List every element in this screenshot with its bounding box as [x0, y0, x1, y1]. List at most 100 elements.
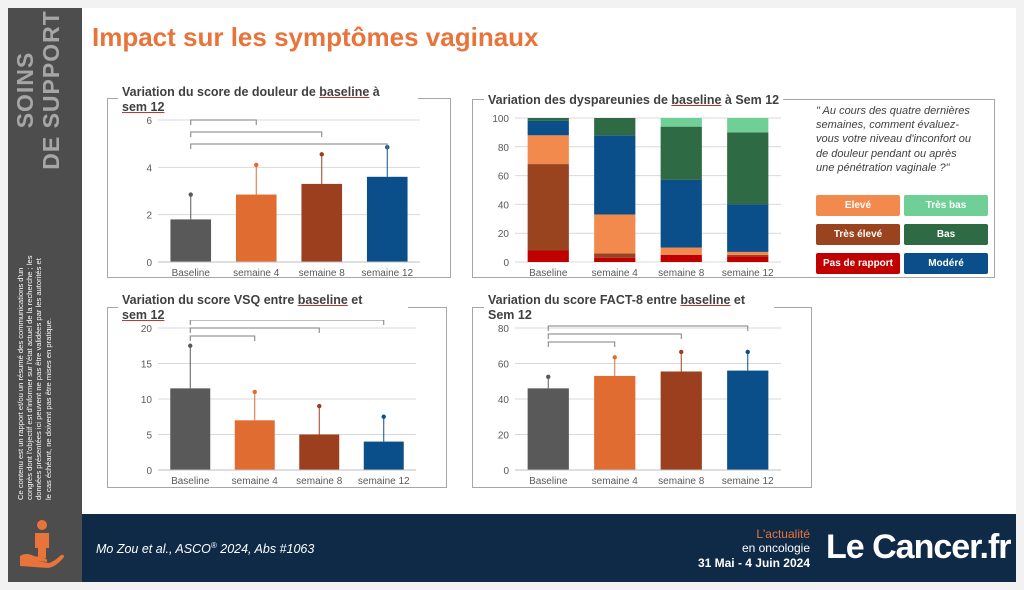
significance-bracket: [189, 320, 385, 325]
y-tick-label: 15: [141, 360, 153, 371]
footer-line1: L'actualité: [756, 527, 810, 541]
stacked-bar-segment: [527, 135, 569, 165]
title-part: baseline: [297, 293, 348, 307]
stacked-bar-segment: [660, 254, 702, 262]
bar: [660, 371, 702, 470]
error-cap: [254, 162, 259, 168]
title-part: baseline: [319, 85, 370, 99]
y-tick-label: 2: [146, 211, 152, 222]
citation: Mo Zou et al., ASCO® 2024, Abs #1063: [96, 541, 314, 556]
legend-item: Elevé: [816, 195, 900, 216]
footer-dates: 31 Mai - 4 Juin 2024: [697, 556, 810, 570]
stacked-bar-segment: [594, 118, 636, 136]
stacked-bar-segment: [527, 164, 569, 251]
y-tick-label: 80: [498, 143, 510, 154]
stacked-bar-segment: [527, 118, 569, 121]
fact8-score-chart: 0 20 40 60 80 Baseline semaine 4 semaine 8 semai…: [498, 324, 781, 487]
stacked-bar-segment: [527, 250, 569, 262]
stacked-bar-segment: [660, 179, 702, 248]
error-cap: [188, 192, 193, 197]
title-part: Variation des dyspareunies de: [488, 93, 672, 107]
y-tick-label: 0: [503, 258, 509, 269]
x-tick-label: semaine 12: [361, 268, 413, 277]
bar: [527, 388, 569, 470]
stacked-bar-segment: [594, 257, 636, 262]
stacked-bar-segment: [727, 132, 769, 205]
y-tick-label: 20: [498, 229, 510, 240]
title-part: baseline: [671, 93, 722, 107]
x-tick-label: semaine 4: [592, 268, 639, 277]
title-part: Variation du score VSQ entre: [122, 293, 298, 307]
y-tick-label: 20: [141, 324, 153, 335]
stacked-bar-segment: [527, 120, 569, 136]
y-tick-label: 40: [498, 395, 510, 406]
bar: [727, 370, 769, 470]
stacked-bar-segment: [727, 204, 769, 252]
legend-item: Très élevé: [816, 224, 900, 245]
x-tick-label: semaine 8: [296, 476, 343, 487]
error-cap: [679, 349, 684, 355]
sidebar-title-line2: DE SUPPORT: [38, 10, 64, 170]
bar: [170, 219, 212, 262]
x-tick-label: Baseline: [529, 476, 568, 487]
x-tick-label: semaine 8: [658, 268, 705, 277]
y-tick-label: 0: [146, 466, 152, 477]
stacked-bar-segment: [660, 126, 702, 180]
stacked-bar-segment: [594, 135, 636, 215]
error-cap: [188, 343, 193, 348]
citation-part: 2024, Abs #1063: [216, 542, 315, 557]
vsq-score-chart: 0 5 10 15 20 Baseline semaine 4 semaine 8 semain…: [141, 320, 416, 487]
footer-line2: en oncologie: [741, 541, 810, 555]
error-cap: [546, 374, 551, 380]
x-tick-label: semaine 4: [592, 476, 639, 487]
legend-item: Bas: [904, 224, 988, 245]
y-tick-label: 40: [498, 200, 510, 211]
error-cap: [317, 403, 322, 409]
stacked-bar-segment: [660, 118, 702, 127]
stacked-bar-segment: [727, 118, 769, 133]
title-part: Variation du score FACT-8 entre: [488, 293, 681, 307]
sidebar-title-line1: SOINS: [12, 51, 38, 129]
x-tick-label: Baseline: [172, 268, 211, 277]
citation-part: Mo Zou et al., ASCO: [96, 542, 211, 557]
title-part: à: [369, 85, 380, 99]
x-tick-label: Baseline: [529, 268, 568, 277]
bar: [301, 183, 343, 262]
significance-bracket: [547, 341, 616, 347]
footer-bar: [82, 514, 1016, 582]
stacked-bar-segment: [594, 214, 636, 254]
chart-title-vsq: Variation du score VSQ entre baseline et…: [118, 293, 408, 323]
x-tick-label: semaine 8: [299, 268, 346, 277]
chart-title-dyspareunia: Variation des dyspareunies de baseline à…: [484, 93, 784, 108]
question-text: " Au cours des quatre dernières semaines…: [816, 105, 971, 174]
y-tick-label: 60: [498, 360, 510, 371]
x-tick-label: semaine 4: [232, 476, 279, 487]
y-tick-label: 20: [498, 431, 510, 442]
sidebar: [8, 8, 82, 582]
significance-bracket: [547, 325, 749, 331]
page-title: Impact sur les symptômes vaginaux: [92, 22, 539, 52]
error-cap: [252, 389, 257, 395]
title-part: et: [347, 293, 363, 307]
lecancer-logo: Le Cancer.fr: [826, 528, 1012, 566]
y-tick-label: 10: [141, 395, 153, 406]
chart-title-pain: Variation du score de douleur de baselin…: [118, 85, 418, 115]
stacked-bar-segment: [727, 256, 769, 262]
sidebar-title: SOINS DE SUPPORT: [12, 0, 72, 180]
error-cap: [745, 349, 750, 355]
x-tick-label: semaine 8: [658, 476, 705, 487]
y-tick-label: 5: [146, 431, 152, 442]
x-tick-label: semaine 12: [358, 476, 410, 487]
x-tick-label: semaine 12: [722, 476, 774, 487]
error-cap: [381, 414, 386, 419]
bar: [299, 434, 340, 470]
significance-bracket: [190, 119, 257, 125]
significance-bracket: [189, 335, 256, 341]
x-tick-label: semaine 12: [722, 268, 774, 277]
title-part: sem 12: [122, 100, 165, 114]
legend-item: Pas de rapport: [816, 253, 900, 274]
stacked-bar-segment: [727, 251, 769, 255]
y-tick-label: 100: [492, 114, 509, 125]
stacked-bar-segment: [727, 254, 769, 257]
title-part: à Sem 12: [721, 93, 780, 107]
